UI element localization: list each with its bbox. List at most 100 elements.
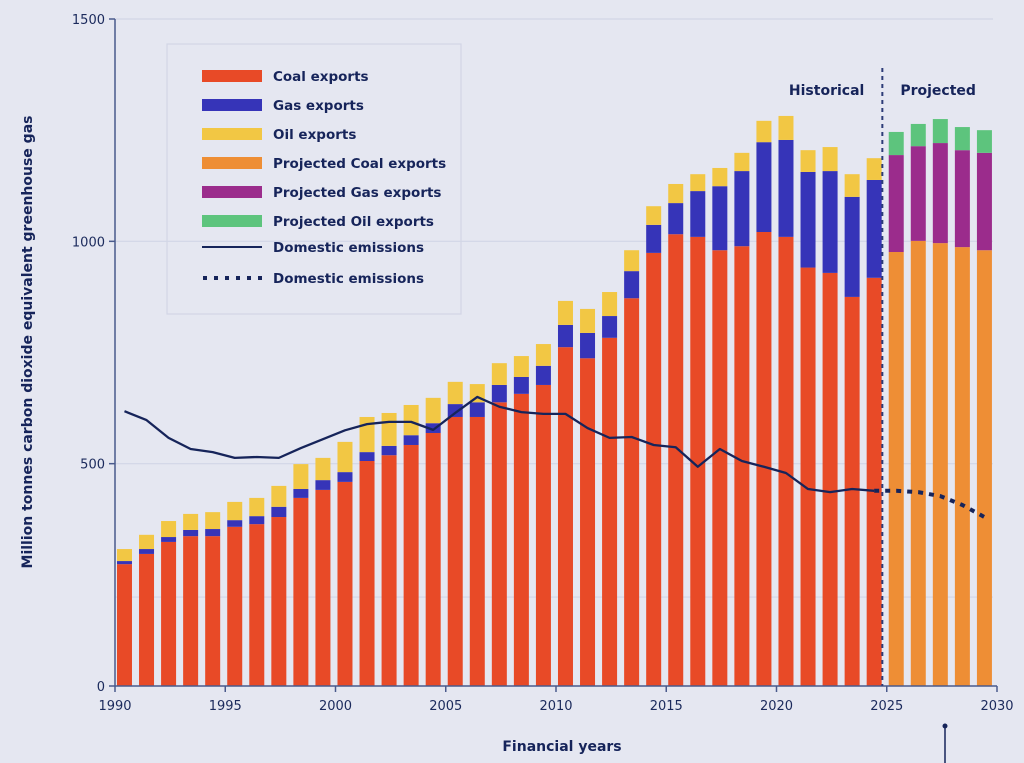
bar-gas-exports-2017 [712, 186, 728, 251]
bar-gas-exports-2009 [535, 365, 551, 385]
x-tick-label: 2000 [319, 699, 352, 714]
bar-gas-exports-1992 [161, 537, 177, 542]
legend-swatch-gas-exports [202, 99, 262, 111]
legend-swatch-projected-gas-exports [202, 186, 262, 198]
bar-coal-exports-2021 [800, 267, 816, 686]
bar-coal-exports-2007 [491, 402, 507, 686]
bar-coal-exports-1995 [227, 526, 243, 686]
historical-label: Historical [789, 83, 864, 99]
bar-oil-exports-2008 [513, 356, 529, 377]
bar-coal-exports-1996 [249, 524, 265, 686]
bar-gas-exports-2011 [580, 332, 596, 359]
legend-swatch-coal-exports [202, 70, 262, 82]
bar-coal-exports-2010 [557, 347, 573, 686]
bar-gas-exports-2005 [447, 404, 463, 417]
bar-coal-exports-2002 [381, 455, 397, 686]
bar-gas-exports-1990 [116, 561, 132, 565]
line-domestic-emissions-dotted [874, 488, 986, 519]
bar-projected-coal-exports-2028 [954, 247, 970, 686]
bar-coal-exports-2023 [844, 296, 860, 686]
bar-coal-exports-2005 [447, 416, 463, 686]
legend-label: Domestic emissions [273, 271, 424, 287]
bar-gas-exports-2002 [381, 445, 397, 456]
bar-coal-exports-2024 [866, 277, 882, 686]
legend-swatch-projected-coal-exports [202, 157, 262, 169]
x-tick-label: 1990 [98, 699, 131, 714]
bar-coal-exports-2008 [513, 393, 529, 686]
bar-coal-exports-2012 [602, 337, 618, 686]
legend-box [166, 43, 462, 315]
legend-swatch-oil-exports [202, 128, 262, 140]
legend-swatch-projected-oil-exports [202, 215, 262, 227]
bar-gas-exports-2020 [778, 139, 794, 237]
bar-coal-exports-2016 [690, 236, 706, 687]
bar-coal-exports-1997 [271, 517, 287, 686]
bar-gas-exports-2021 [800, 171, 816, 268]
emission-lines [124, 395, 986, 519]
bar-gas-exports-2012 [602, 316, 618, 338]
bar-oil-exports-2007 [491, 363, 507, 385]
bar-gas-exports-1996 [249, 516, 265, 525]
bar-coal-exports-2013 [624, 298, 640, 686]
bar-coal-exports-2022 [822, 272, 838, 686]
x-axis-title: Financial years [502, 739, 621, 755]
bars [116, 115, 992, 687]
y-tick-label: 500 [80, 458, 105, 473]
y-tick-label: 1000 [72, 235, 105, 250]
bar-oil-exports-1993 [183, 513, 199, 530]
x-tick-label: 2005 [429, 699, 462, 714]
bar-projected-oil-exports-2025 [888, 131, 904, 156]
bar-projected-coal-exports-2026 [910, 240, 926, 686]
bar-oil-exports-2000 [337, 441, 353, 473]
bar-coal-exports-2018 [734, 246, 750, 686]
bar-gas-exports-2022 [822, 171, 838, 273]
projected-label: Projected [900, 83, 976, 99]
bar-coal-exports-2001 [359, 460, 375, 686]
bar-coal-exports-2020 [778, 236, 794, 687]
bar-projected-oil-exports-2026 [910, 123, 926, 147]
bar-gas-exports-2003 [403, 435, 419, 445]
bar-oil-exports-2017 [712, 167, 728, 187]
bar-coal-exports-1991 [139, 553, 155, 686]
bar-oil-exports-1998 [293, 464, 309, 490]
bar-gas-exports-2019 [756, 142, 772, 232]
bar-coal-exports-1990 [116, 564, 132, 686]
bar-gas-exports-2010 [557, 324, 573, 348]
bar-coal-exports-2004 [425, 432, 441, 686]
bar-oil-exports-1996 [249, 497, 265, 517]
bar-gas-exports-2018 [734, 171, 750, 247]
bar-gas-exports-1994 [205, 529, 221, 537]
bar-oil-exports-2016 [690, 174, 706, 192]
bar-oil-exports-2014 [646, 206, 662, 225]
bar-oil-exports-1990 [116, 549, 132, 562]
bar-oil-exports-1991 [139, 534, 155, 550]
bar-projected-gas-exports-2028 [954, 150, 970, 248]
bar-gas-exports-2015 [668, 203, 684, 235]
legend-label: Oil exports [273, 127, 356, 143]
bar-projected-coal-exports-2029 [976, 250, 992, 686]
bar-oil-exports-2004 [425, 397, 441, 424]
bar-coal-exports-1999 [315, 489, 331, 686]
bar-coal-exports-1998 [293, 497, 309, 686]
bar-coal-exports-2009 [535, 384, 551, 686]
bar-oil-exports-1992 [161, 521, 177, 538]
bar-oil-exports-1997 [271, 485, 287, 507]
bar-oil-exports-2018 [734, 152, 750, 172]
bar-gas-exports-2004 [425, 423, 441, 433]
y-tick-label: 0 [97, 680, 105, 695]
bar-gas-exports-2001 [359, 452, 375, 461]
bar-projected-coal-exports-2025 [888, 252, 904, 686]
legend-label: Gas exports [273, 98, 364, 114]
x-tick-label: 2015 [650, 699, 683, 714]
annotation-pointer [942, 723, 948, 763]
bar-coal-exports-1994 [205, 536, 221, 686]
y-axis-title: Million tonnes carbon dioxide equivalent… [20, 116, 36, 569]
bar-projected-coal-exports-2027 [932, 243, 948, 686]
legend-label: Projected Oil exports [273, 214, 434, 230]
bar-oil-exports-2001 [359, 416, 375, 453]
bar-projected-gas-exports-2026 [910, 146, 926, 241]
bar-coal-exports-1993 [183, 536, 199, 686]
legend-label: Coal exports [273, 69, 369, 85]
x-tick-label: 1995 [209, 699, 242, 714]
bar-oil-exports-2023 [844, 174, 860, 197]
